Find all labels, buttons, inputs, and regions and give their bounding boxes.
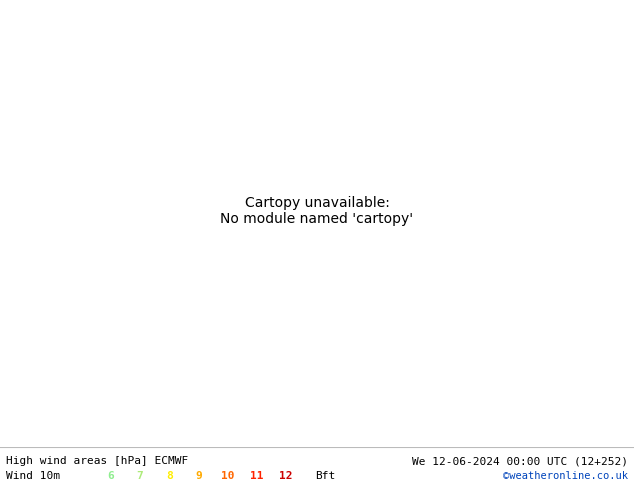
Text: 11: 11	[250, 470, 264, 481]
Text: Cartopy unavailable:
No module named 'cartopy': Cartopy unavailable: No module named 'ca…	[221, 196, 413, 226]
Text: We 12-06-2024 00:00 UTC (12+252): We 12-06-2024 00:00 UTC (12+252)	[411, 456, 628, 466]
Text: High wind areas [hPa] ECMWF: High wind areas [hPa] ECMWF	[6, 456, 188, 466]
Text: 12: 12	[279, 470, 293, 481]
Text: 6: 6	[108, 470, 114, 481]
Text: Bft: Bft	[315, 470, 335, 481]
Text: ©weatheronline.co.uk: ©weatheronline.co.uk	[503, 470, 628, 481]
Text: Wind 10m: Wind 10m	[6, 470, 60, 481]
Text: 7: 7	[137, 470, 143, 481]
Text: 8: 8	[166, 470, 172, 481]
Text: 9: 9	[195, 470, 202, 481]
Text: 10: 10	[221, 470, 235, 481]
